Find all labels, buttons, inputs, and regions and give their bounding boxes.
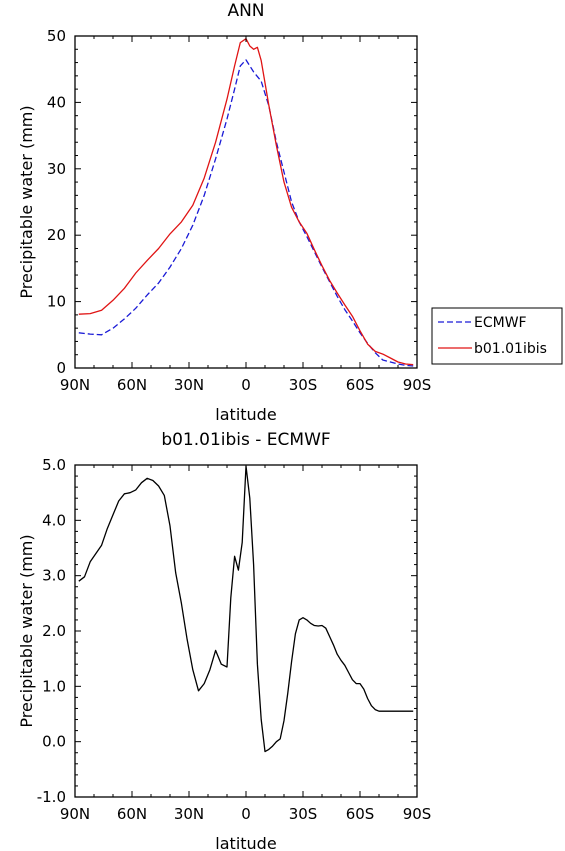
chart-title: b01.01ibis - ECMWF — [161, 430, 330, 450]
y-tick-label: 4.0 — [42, 511, 66, 529]
y-tick-label: 30 — [47, 160, 66, 178]
legend-label: b01.01ibis — [474, 341, 547, 357]
x-tick-label: 90N — [60, 805, 90, 823]
chart-title: ANN — [227, 1, 264, 21]
x-tick-label: 60S — [346, 376, 375, 394]
y-tick-label: 40 — [47, 93, 66, 111]
y-tick-label: 5.0 — [42, 456, 66, 474]
x-tick-label: 90S — [403, 376, 432, 394]
plot-annual-mean: 90N 60N 30N 0 30S 60S 90S 0 10 20 30 40 50 ANN latitud… — [17, 1, 563, 424]
x-tick-label: 0 — [241, 376, 251, 394]
x-axis-label: latitude — [215, 834, 276, 851]
x-tick-label: 60N — [117, 376, 147, 394]
y-tick-label: 0 — [56, 359, 66, 377]
y-tick-label: 1.0 — [42, 677, 66, 695]
x-tick-label: 30N — [174, 805, 204, 823]
x-tick-label: 30N — [174, 376, 204, 394]
series-line-1-0 — [78, 465, 414, 753]
legend-box — [431, 307, 563, 365]
x-tick-label: 30S — [289, 805, 318, 823]
y-tick-label: 2.0 — [42, 622, 66, 640]
plot-frame — [74, 35, 418, 369]
y-tick-label: 20 — [47, 226, 66, 244]
y-axis-label: Precipitable water (mm) — [17, 105, 36, 298]
series-line-b01-01ibis — [78, 38, 414, 366]
x-tick-label: 90N — [60, 376, 90, 394]
series-line-ecmwf — [78, 59, 414, 367]
x-tick-label: 0 — [241, 805, 251, 823]
legend-label: ECMWF — [474, 315, 527, 331]
x-tick-label: 60S — [346, 805, 375, 823]
y-tick-label: 50 — [47, 27, 66, 45]
x-tick-label: 60N — [117, 805, 147, 823]
x-axis-label: latitude — [215, 405, 276, 424]
y-axis-label: Precipitable water (mm) — [17, 534, 36, 727]
y-tick-label: 0.0 — [42, 733, 66, 751]
x-tick-label: 30S — [289, 376, 318, 394]
x-tick-label: 90S — [403, 805, 432, 823]
plot-difference: 90N 60N 30N 0 30S 60S 90S -1.0 0.0 1.0 2.0 3.0 4.0 5.… — [17, 430, 431, 851]
plot-frame — [74, 464, 418, 798]
y-tick-label: 3.0 — [42, 567, 66, 585]
y-tick-label: 10 — [47, 293, 66, 311]
y-tick-label: -1.0 — [37, 788, 66, 806]
